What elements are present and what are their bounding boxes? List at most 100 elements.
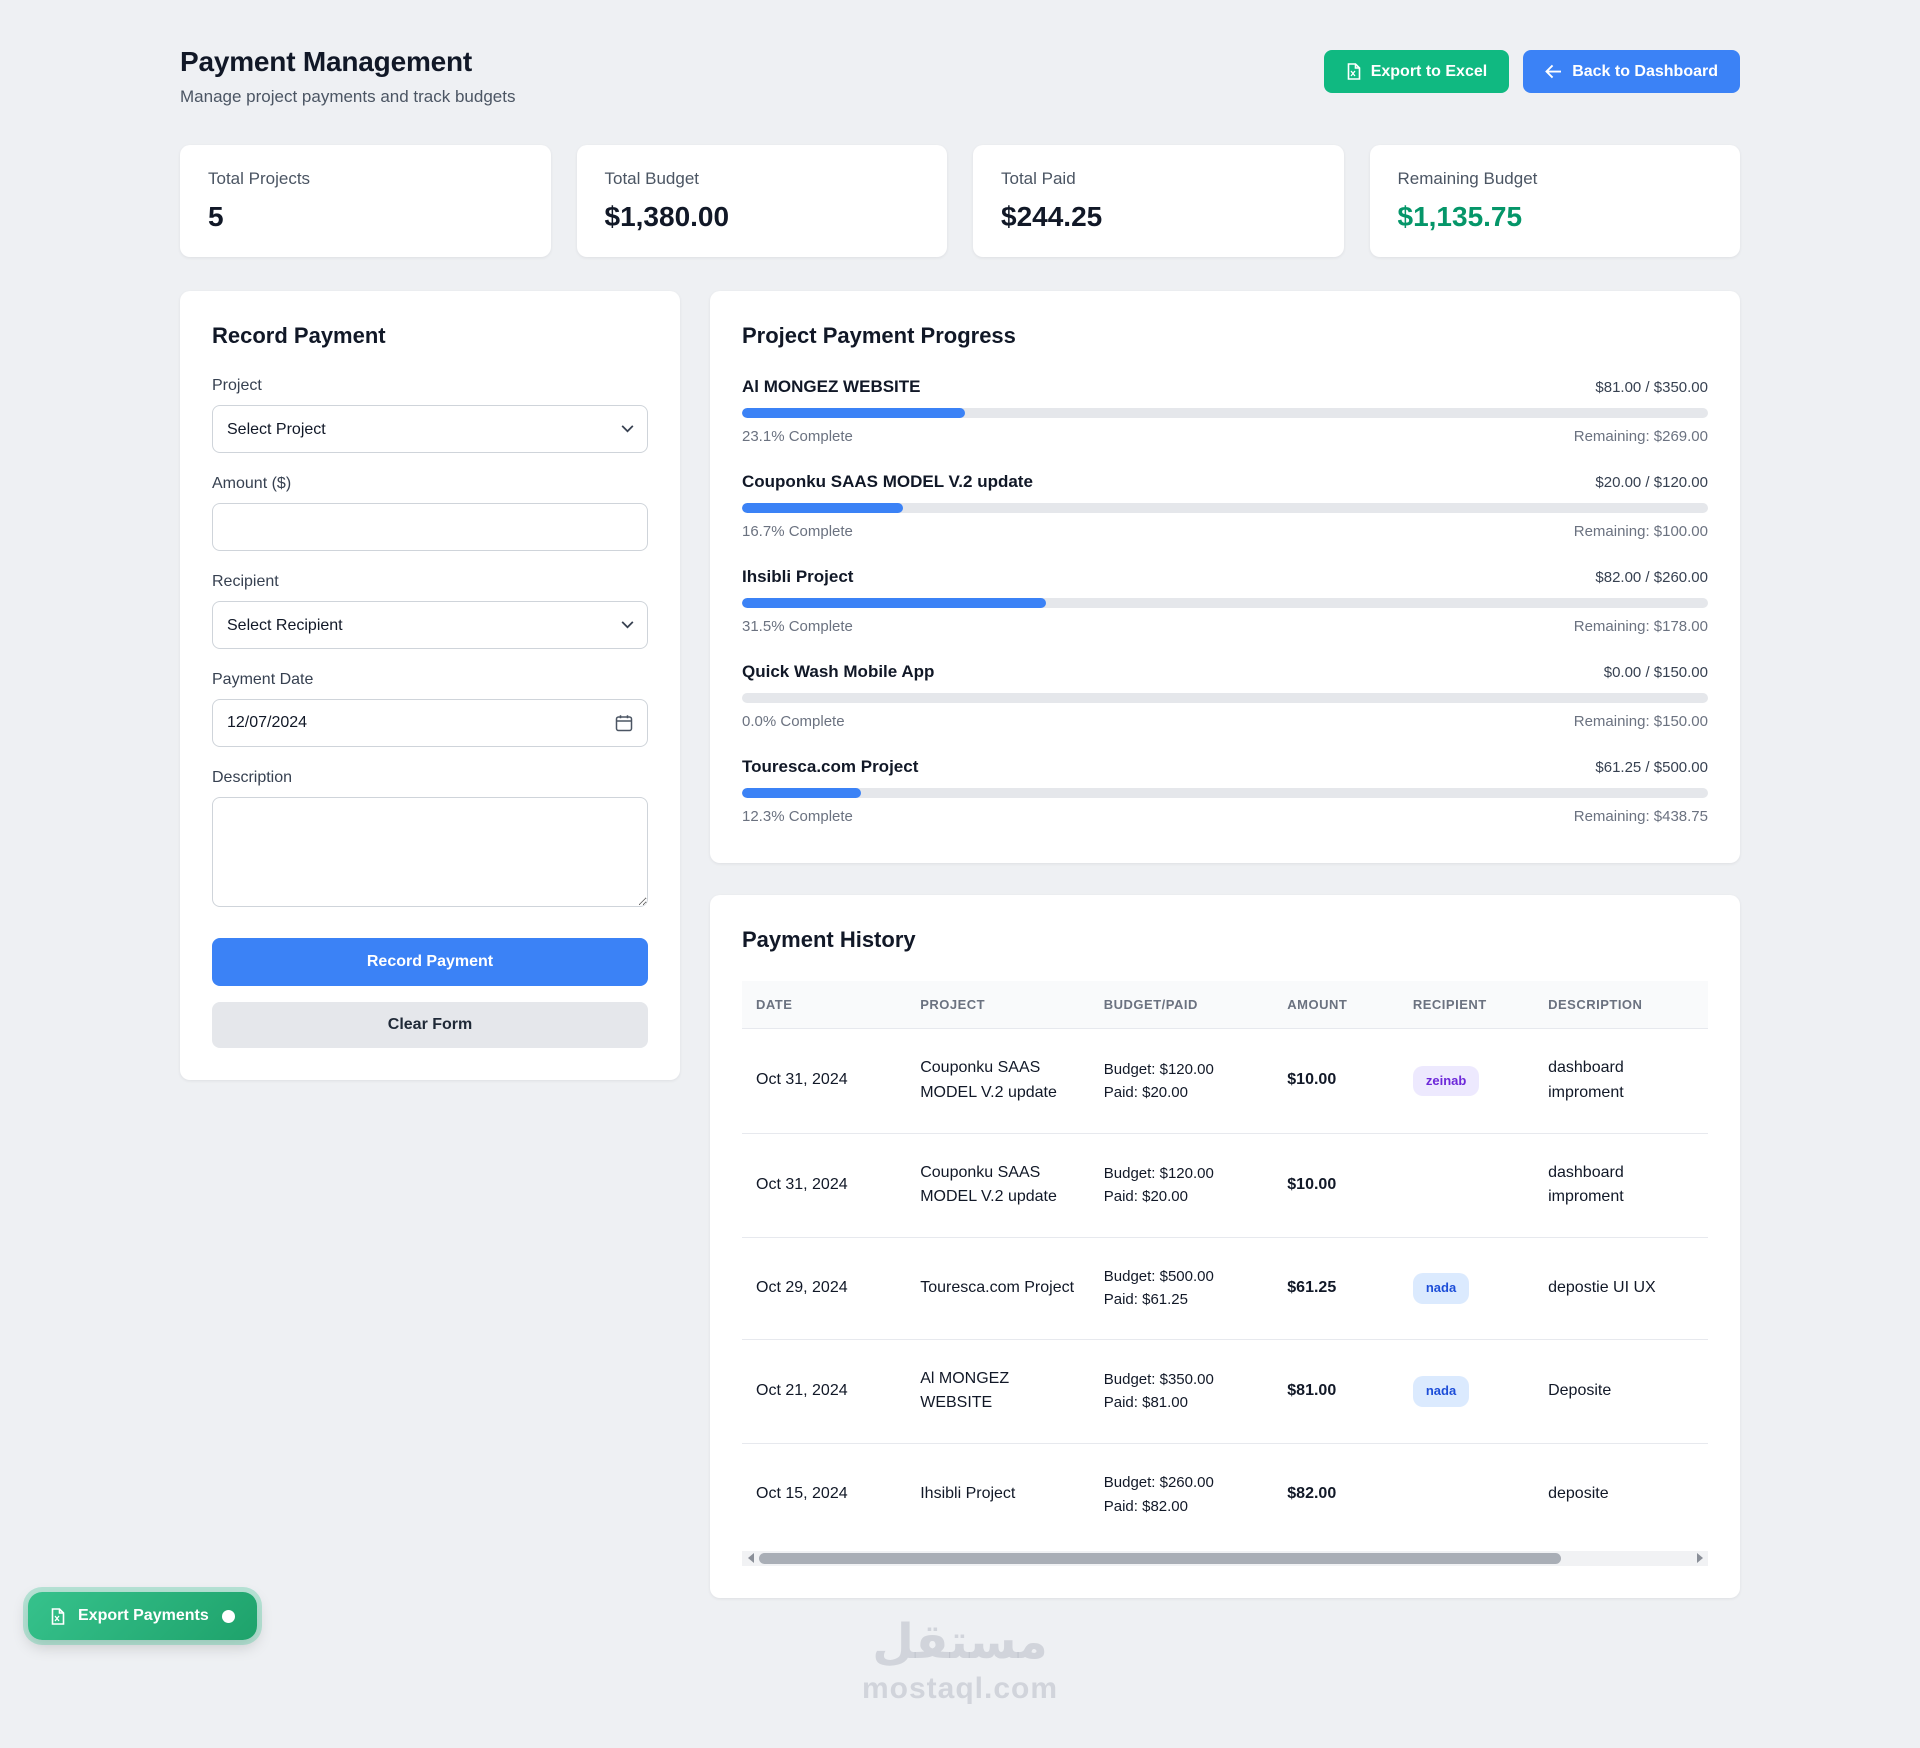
cell-date: Oct 31, 2024 <box>742 1029 906 1134</box>
progress-bar-fill <box>742 503 903 513</box>
stat-label: Total Projects <box>208 169 523 189</box>
amount-label: Amount ($) <box>212 475 648 493</box>
cell-project: Couponku SAAS MODEL V.2 update <box>906 1029 1090 1134</box>
stat-value: $1,380.00 <box>605 201 920 233</box>
cell-amount: $10.00 <box>1273 1133 1399 1238</box>
remaining-amount: Remaining: $438.75 <box>1574 808 1708 825</box>
recipient-field: Recipient Select Recipient <box>212 573 648 649</box>
clear-form-button[interactable]: Clear Form <box>212 1002 648 1048</box>
paid-of-total: $61.25 / $500.00 <box>1595 759 1708 776</box>
calendar-icon[interactable] <box>615 714 633 732</box>
stat-value: $244.25 <box>1001 201 1316 233</box>
description-field: Description <box>212 769 648 912</box>
header-text: Payment Management Manage project paymen… <box>180 46 515 107</box>
payment-date-input[interactable]: 12/07/2024 <box>212 699 648 747</box>
paid-line: Paid: $82.00 <box>1104 1495 1260 1518</box>
description-label: Description <box>212 769 648 787</box>
remaining-amount: Remaining: $100.00 <box>1574 523 1708 540</box>
stat-value: $1,135.75 <box>1398 201 1713 233</box>
back-to-dashboard-button[interactable]: Back to Dashboard <box>1523 50 1740 93</box>
cell-description: depostie UI UX <box>1534 1238 1708 1340</box>
export-payments-fab[interactable]: Export Payments <box>28 1592 257 1640</box>
scroll-left-arrow-icon[interactable] <box>742 1551 759 1566</box>
progress-item: Touresca.com Project $61.25 / $500.00 12… <box>742 757 1708 825</box>
main-content: Record Payment Project Select Project Am… <box>180 291 1740 1598</box>
project-name: Ihsibli Project <box>742 567 853 587</box>
cell-recipient: zeinab <box>1399 1029 1534 1134</box>
cell-budget-paid: Budget: $120.00 Paid: $20.00 <box>1090 1029 1274 1134</box>
cell-description: Deposite <box>1534 1339 1708 1444</box>
cell-amount: $10.00 <box>1273 1029 1399 1134</box>
budget-line: Budget: $120.00 <box>1104 1058 1260 1081</box>
amount-input[interactable] <box>212 503 648 551</box>
project-label: Project <box>212 377 648 395</box>
percent-complete: 12.3% Complete <box>742 808 853 825</box>
record-payment-card: Record Payment Project Select Project Am… <box>180 291 680 1080</box>
cell-project: Al MONGEZ WEBSITE <box>906 1339 1090 1444</box>
progress-item: Ihsibli Project $82.00 / $260.00 31.5% C… <box>742 567 1708 635</box>
progress-item: Al MONGEZ WEBSITE $81.00 / $350.00 23.1%… <box>742 377 1708 445</box>
progress-item: Quick Wash Mobile App $0.00 / $150.00 0.… <box>742 662 1708 730</box>
scrollbar-track[interactable] <box>759 1551 1691 1566</box>
column-header-description: DESCRIPTION <box>1534 981 1708 1029</box>
recipient-label: Recipient <box>212 573 648 591</box>
remaining-amount: Remaining: $150.00 <box>1574 713 1708 730</box>
export-payments-label: Export Payments <box>78 1607 209 1625</box>
paid-line: Paid: $81.00 <box>1104 1391 1260 1414</box>
excel-file-icon <box>1346 63 1361 80</box>
export-to-excel-button[interactable]: Export to Excel <box>1324 50 1509 93</box>
budget-line: Budget: $500.00 <box>1104 1265 1260 1288</box>
cell-description: deposite <box>1534 1444 1708 1545</box>
record-payment-title: Record Payment <box>212 323 648 349</box>
cell-description: dashboard improment <box>1534 1029 1708 1134</box>
watermark-url-text: mostaql.com <box>862 1672 1058 1706</box>
cell-description: dashboard improment <box>1534 1133 1708 1238</box>
progress-bar-track <box>742 408 1708 418</box>
column-header-budget-paid: BUDGET/PAID <box>1090 981 1274 1029</box>
cell-project: Ihsibli Project <box>906 1444 1090 1545</box>
table-row: Oct 21, 2024 Al MONGEZ WEBSITE Budget: $… <box>742 1339 1708 1444</box>
scroll-right-arrow-icon[interactable] <box>1691 1551 1708 1566</box>
stat-card-total-budget: Total Budget $1,380.00 <box>577 145 948 257</box>
recipient-badge: nada <box>1413 1376 1469 1406</box>
column-header-amount: AMOUNT <box>1273 981 1399 1029</box>
table-row: Oct 31, 2024 Couponku SAAS MODEL V.2 upd… <box>742 1029 1708 1134</box>
cell-project: Touresca.com Project <box>906 1238 1090 1340</box>
cell-amount: $81.00 <box>1273 1339 1399 1444</box>
export-to-excel-label: Export to Excel <box>1371 64 1487 80</box>
status-dot <box>222 1610 235 1623</box>
payment-date-field: Payment Date 12/07/2024 <box>212 671 648 747</box>
project-select[interactable]: Select Project <box>212 405 648 453</box>
back-to-dashboard-label: Back to Dashboard <box>1572 64 1718 80</box>
description-textarea[interactable] <box>212 797 648 907</box>
recipient-badge: nada <box>1413 1273 1469 1303</box>
progress-bar-track <box>742 788 1708 798</box>
cell-budget-paid: Budget: $260.00 Paid: $82.00 <box>1090 1444 1274 1545</box>
stat-value: 5 <box>208 201 523 233</box>
recipient-select[interactable]: Select Recipient <box>212 601 648 649</box>
percent-complete: 0.0% Complete <box>742 713 845 730</box>
progress-bar-track <box>742 503 1708 513</box>
cell-date: Oct 15, 2024 <box>742 1444 906 1545</box>
project-name: Touresca.com Project <box>742 757 918 777</box>
cell-budget-paid: Budget: $120.00 Paid: $20.00 <box>1090 1133 1274 1238</box>
payment-history-title: Payment History <box>742 927 1708 953</box>
page-title: Payment Management <box>180 46 515 78</box>
recipient-select-wrap: Select Recipient <box>212 601 648 649</box>
watermark: مستقل mostaql.com <box>862 1614 1058 1706</box>
record-payment-button[interactable]: Record Payment <box>212 938 648 986</box>
scrollbar-thumb[interactable] <box>759 1553 1561 1564</box>
progress-item: Couponku SAAS MODEL V.2 update $20.00 / … <box>742 472 1708 540</box>
payment-date-value: 12/07/2024 <box>227 714 307 732</box>
page-subtitle: Manage project payments and track budget… <box>180 87 515 107</box>
horizontal-scrollbar[interactable] <box>742 1551 1708 1566</box>
paid-line: Paid: $20.00 <box>1104 1081 1260 1104</box>
column-header-date: DATE <box>742 981 906 1029</box>
table-row: Oct 31, 2024 Couponku SAAS MODEL V.2 upd… <box>742 1133 1708 1238</box>
progress-bar-track <box>742 693 1708 703</box>
budget-line: Budget: $260.00 <box>1104 1471 1260 1494</box>
progress-bar-track <box>742 598 1708 608</box>
payment-history-card: Payment History DATE PROJECT BUDGET/PAID… <box>710 895 1740 1598</box>
paid-of-total: $82.00 / $260.00 <box>1595 569 1708 586</box>
payment-date-label: Payment Date <box>212 671 648 689</box>
